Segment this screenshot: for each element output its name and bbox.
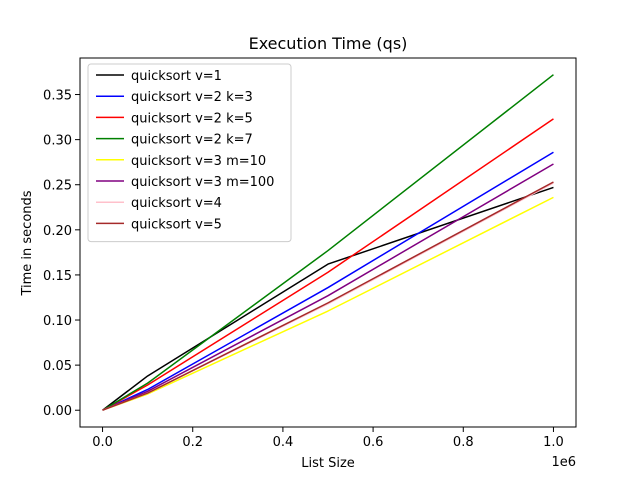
legend-entry: quicksort v=3 m=10 xyxy=(131,154,266,169)
legend-entry: quicksort v=3 m=100 xyxy=(131,175,274,190)
x-axis-offset-label: 1e6 xyxy=(551,455,576,470)
series-line-6 xyxy=(102,163,554,411)
y-tick-label: 0.05 xyxy=(43,359,72,374)
legend-box xyxy=(87,63,292,243)
series-line-4 xyxy=(102,74,554,411)
series-line-8 xyxy=(102,181,554,411)
legend-entry: quicksort v=2 k=7 xyxy=(131,133,253,148)
y-axis: 0.00 0.05 0.10 0.15 0.20 0.25 0.30 0.35 xyxy=(43,89,80,419)
x-axis-label: List Size xyxy=(301,456,355,471)
legend-entry: quicksort v=4 xyxy=(131,196,222,211)
y-tick-label: 0.25 xyxy=(43,179,72,194)
y-tick-label: 0.00 xyxy=(43,404,72,419)
series-line-3 xyxy=(102,118,554,411)
y-tick-label: 0.30 xyxy=(43,134,72,149)
legend: quicksort v=1 quicksort v=2 k=3 quicksort … xyxy=(87,63,292,243)
x-tick-label: 0.2 xyxy=(182,435,203,450)
series-line-1 xyxy=(102,186,554,411)
y-tick-label: 0.35 xyxy=(43,89,72,104)
x-tick-label: 0.4 xyxy=(273,435,294,450)
x-tick-label: 0.8 xyxy=(453,435,474,450)
legend-entry: quicksort v=1 xyxy=(131,69,222,84)
plot-frame xyxy=(79,57,577,428)
chart-title: Execution Time (qs) xyxy=(249,34,408,53)
y-tick-label: 0.20 xyxy=(43,224,72,239)
x-tick-label: 1.0 xyxy=(543,435,564,450)
x-axis: 0.0 0.2 0.4 0.6 0.8 1.0 xyxy=(92,427,564,450)
legend-entry: quicksort v=2 k=5 xyxy=(131,111,253,126)
legend-entry: quicksort v=5 xyxy=(131,217,222,232)
y-tick-label: 0.15 xyxy=(43,269,72,284)
y-tick-label: 0.10 xyxy=(43,314,72,329)
x-tick-label: 0.6 xyxy=(363,435,384,450)
series-line-2 xyxy=(102,151,554,411)
y-axis-label: Time in seconds xyxy=(20,190,35,296)
x-tick-label: 0.0 xyxy=(92,435,113,450)
legend-entry: quicksort v=2 k=3 xyxy=(131,90,253,105)
plot-lines xyxy=(102,74,554,411)
